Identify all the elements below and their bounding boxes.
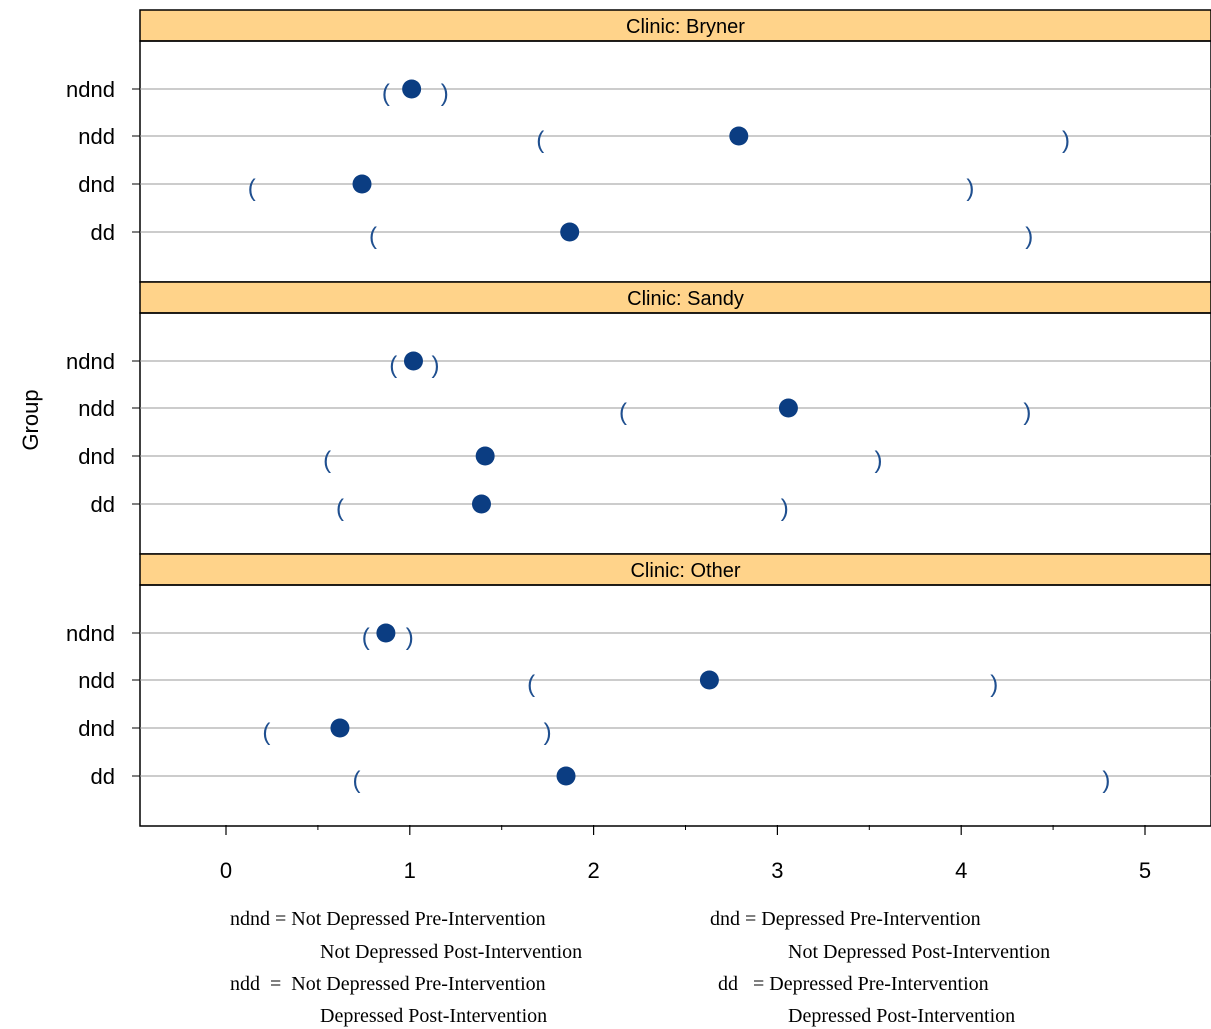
y-tick-label: ndnd	[66, 349, 115, 374]
legend-dd-line1: dd = Depressed Pre-Intervention	[718, 973, 989, 995]
y-tick-label: dnd	[78, 716, 115, 741]
estimate-point	[729, 126, 749, 146]
estimate-point	[352, 174, 372, 194]
x-axis: 0 1 2 3 4 5	[220, 825, 1151, 883]
lower-bound-mark: (	[369, 223, 377, 250]
estimate-point	[330, 718, 350, 738]
upper-bound-mark: )	[966, 175, 974, 202]
estimate-point	[556, 766, 576, 786]
legend-dd-line2: Depressed Post-Intervention	[788, 1005, 1015, 1027]
panel-strip-label: Clinic: Sandy	[627, 288, 744, 310]
y-tick-label: dnd	[78, 444, 115, 469]
panel-frame	[139, 584, 1211, 827]
lower-bound-mark: (	[248, 175, 256, 202]
upper-bound-mark: )	[432, 352, 440, 379]
lower-bound-mark: (	[536, 127, 544, 154]
y-tick-label: dnd	[78, 172, 115, 197]
panel-strip-label: Clinic: Bryner	[626, 16, 745, 38]
upper-bound-mark: )	[441, 80, 449, 107]
y-tick-label: dd	[91, 220, 115, 245]
lower-bound-mark: (	[323, 447, 331, 474]
panel-strip	[139, 553, 1211, 586]
upper-bound-mark: )	[781, 495, 789, 522]
legend: ndnd = Not Depressed Pre-Intervention No…	[230, 908, 1050, 1027]
x-tick-label: 4	[955, 858, 967, 883]
panel-1: Clinic: Sandy ndnd () ndd () dnd () dd ()	[66, 281, 1211, 555]
panel-2: Clinic: Other ndnd () ndd () dnd () dd ()	[66, 553, 1211, 827]
upper-bound-mark: )	[544, 719, 552, 746]
panel-strip	[139, 281, 1211, 314]
y-tick-label: dd	[91, 492, 115, 517]
estimate-point	[471, 494, 491, 514]
lower-bound-mark: (	[619, 399, 627, 426]
estimate-point	[402, 79, 422, 99]
panel-frame	[139, 312, 1211, 555]
estimate-point	[475, 446, 495, 466]
x-tick-label: 1	[404, 858, 416, 883]
legend-ndd-line1: ndd = Not Depressed Pre-Intervention	[230, 973, 546, 995]
estimate-point	[376, 623, 396, 643]
y-axis-label: Group	[18, 389, 43, 450]
legend-dnd-line2: Not Depressed Post-Intervention	[788, 941, 1050, 963]
lower-bound-mark: (	[382, 80, 390, 107]
estimate-point	[778, 398, 798, 418]
y-tick-label: ndd	[78, 668, 115, 693]
y-tick-label: ndd	[78, 396, 115, 421]
y-tick-label: dd	[91, 764, 115, 789]
legend-ndnd-line2: Not Depressed Post-Intervention	[320, 941, 582, 963]
upper-bound-mark: )	[990, 671, 998, 698]
x-tick-label: 5	[1139, 858, 1151, 883]
upper-bound-mark: )	[406, 624, 414, 651]
lower-bound-mark: (	[352, 767, 360, 794]
estimate-point	[403, 351, 423, 371]
upper-bound-mark: )	[1062, 127, 1070, 154]
y-tick-label: ndnd	[66, 621, 115, 646]
lower-bound-mark: (	[527, 671, 535, 698]
legend-dnd-line1: dnd = Depressed Pre-Intervention	[710, 908, 981, 930]
upper-bound-mark: )	[1102, 767, 1110, 794]
estimate-point	[560, 222, 580, 242]
upper-bound-mark: )	[1023, 399, 1031, 426]
y-tick-label: ndnd	[66, 77, 115, 102]
panel-strip-label: Clinic: Other	[630, 560, 740, 582]
lower-bound-mark: (	[389, 352, 397, 379]
panels-layer: Clinic: Brynerndnd()ndd()dnd()dd()Clinic…	[66, 9, 1211, 827]
legend-ndd-line2: Depressed Post-Intervention	[320, 1005, 547, 1027]
x-tick-label: 2	[587, 858, 599, 883]
upper-bound-mark: )	[1025, 223, 1033, 250]
upper-bound-mark: )	[874, 447, 882, 474]
lower-bound-mark: (	[362, 624, 370, 651]
panel-0: Clinic: Bryner ndnd () ndd () dnd () dd ()	[66, 9, 1211, 283]
lower-bound-mark: (	[262, 719, 270, 746]
panel-frame	[139, 40, 1211, 283]
estimate-point	[699, 670, 719, 690]
panel-strip	[139, 9, 1211, 42]
y-tick-label: ndd	[78, 124, 115, 149]
legend-ndnd-line1: ndnd = Not Depressed Pre-Intervention	[230, 908, 546, 930]
lower-bound-mark: (	[336, 495, 344, 522]
x-tick-label: 0	[220, 858, 232, 883]
x-tick-label: 3	[771, 858, 783, 883]
